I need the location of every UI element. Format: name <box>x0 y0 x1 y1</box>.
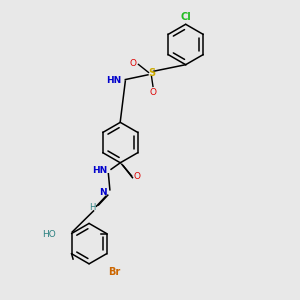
Text: O: O <box>134 172 141 181</box>
Text: S: S <box>148 68 155 78</box>
Text: Br: Br <box>108 266 121 277</box>
Text: Cl: Cl <box>180 12 191 22</box>
Text: HO: HO <box>43 230 56 239</box>
Text: O: O <box>130 59 136 68</box>
Text: O: O <box>149 88 157 97</box>
Text: H: H <box>88 203 95 212</box>
Text: HN: HN <box>106 76 122 85</box>
Text: N: N <box>99 188 107 197</box>
Text: HN: HN <box>92 166 107 175</box>
